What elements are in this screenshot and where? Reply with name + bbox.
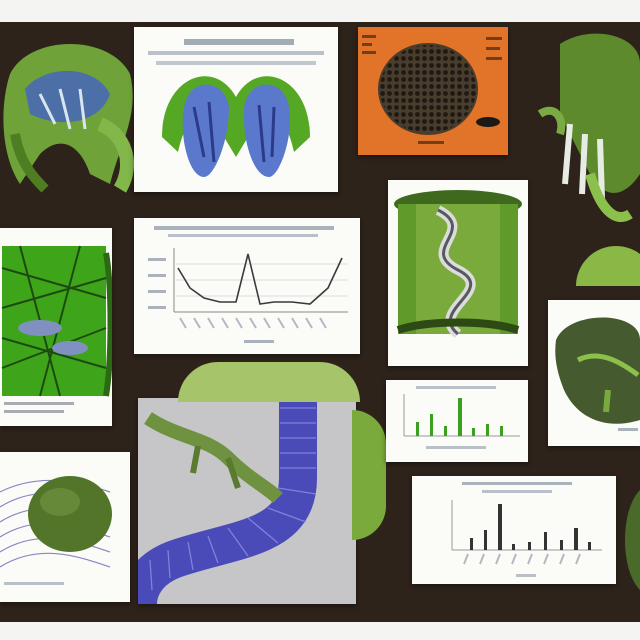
green-side-shape <box>352 410 386 540</box>
green-claw-organism-icon <box>537 33 640 222</box>
green-organ-illustration-icon <box>3 44 135 193</box>
line-chart-icon <box>148 226 348 343</box>
blue-lobes-card <box>134 27 338 192</box>
dark-green-leaf-icon <box>555 317 640 431</box>
green-fragment-icon <box>625 490 640 590</box>
green-bar-graph-card <box>386 380 528 462</box>
orange-cell-card <box>358 27 508 155</box>
dark-bar-chart-icon <box>451 482 602 577</box>
blue-lobes-icon <box>148 39 324 177</box>
blue-coiled-tube-icon <box>138 398 317 604</box>
twisted-vascular-column-icon <box>394 190 522 362</box>
dark-cell-cluster-icon <box>362 35 502 144</box>
line-graph-card <box>134 218 360 354</box>
green-sphere-blue-wires-icon <box>0 476 112 585</box>
blue-tube-card <box>138 398 356 604</box>
green-dome-shape <box>178 362 360 402</box>
dark-bar-graph-card <box>412 476 616 584</box>
wire-sphere-card <box>0 452 130 602</box>
green-vein-mesh-icon <box>1 245 112 413</box>
green-mesh-card <box>0 228 112 426</box>
leaf-cross-section-card <box>548 300 640 446</box>
green-bar-chart-icon <box>403 386 520 449</box>
vascular-cylinder-card <box>388 180 528 366</box>
